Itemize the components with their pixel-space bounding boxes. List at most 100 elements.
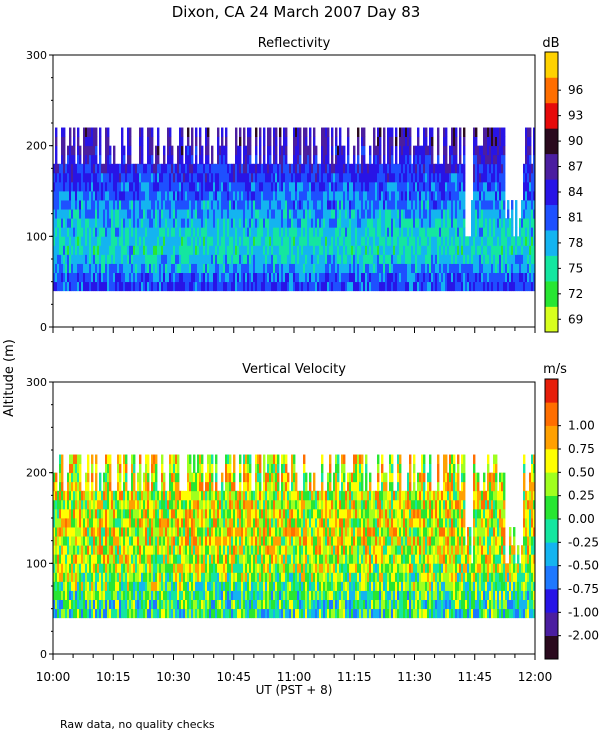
- heatmap-cell: [503, 263, 506, 273]
- heatmap-cell: [217, 145, 220, 156]
- heatmap-cell: [261, 272, 264, 283]
- heatmap-cell: [195, 227, 198, 237]
- heatmap-cell: [161, 481, 164, 492]
- heatmap-cell: [395, 172, 398, 183]
- heatmap-cell: [401, 245, 404, 255]
- heatmap-cell: [347, 200, 350, 210]
- heatmap-cell: [95, 245, 98, 255]
- heatmap-cell: [155, 218, 158, 228]
- heatmap-cell: [361, 209, 364, 219]
- heatmap-cell: [185, 191, 188, 201]
- heatmap-cell: [221, 236, 224, 246]
- velocity-title: Vertical Velocity: [242, 362, 346, 377]
- heatmap-cell: [373, 200, 376, 210]
- heatmap-cell: [121, 581, 124, 591]
- heatmap-cell: [369, 200, 372, 210]
- heatmap-cell: [143, 508, 146, 519]
- heatmap-cell: [523, 163, 526, 174]
- heatmap-cell: [65, 209, 68, 219]
- heatmap-cell: [505, 263, 508, 273]
- heatmap-cell: [147, 554, 150, 564]
- heatmap-cell: [515, 236, 518, 246]
- heatmap-cell: [71, 281, 74, 292]
- heatmap-cell: [285, 245, 288, 255]
- heatmap-cell: [89, 254, 92, 264]
- heatmap-cell: [435, 272, 438, 283]
- heatmap-cell: [105, 136, 108, 147]
- heatmap-cell: [137, 227, 140, 237]
- heatmap-cell: [125, 608, 128, 619]
- heatmap-cell: [293, 145, 296, 156]
- heatmap-cell: [267, 127, 270, 137]
- heatmap-cell: [489, 209, 492, 219]
- heatmap-cell: [333, 236, 336, 246]
- heatmap-cell: [93, 563, 96, 573]
- heatmap-cell: [311, 245, 314, 255]
- heatmap-cell: [195, 263, 198, 273]
- heatmap-cell: [387, 245, 390, 255]
- heatmap-cell: [213, 200, 216, 210]
- heatmap-cell: [503, 254, 506, 264]
- heatmap-cell: [309, 200, 312, 210]
- heatmap-cell: [201, 209, 204, 219]
- heatmap-cell: [181, 218, 184, 228]
- heatmap-cell: [145, 563, 148, 573]
- heatmap-cell: [85, 236, 88, 246]
- heatmap-cell: [135, 499, 138, 510]
- heatmap-cell: [311, 236, 314, 246]
- heatmap-cell: [215, 227, 218, 237]
- heatmap-cell: [285, 272, 288, 283]
- heatmap-cell: [223, 172, 226, 183]
- heatmap-cell: [159, 200, 162, 210]
- heatmap-cell: [201, 281, 204, 292]
- heatmap-cell: [177, 263, 180, 273]
- heatmap-cell: [55, 545, 58, 555]
- heatmap-cell: [113, 209, 116, 219]
- heatmap-cell: [293, 218, 296, 228]
- heatmap-cell: [369, 245, 372, 255]
- heatmap-cell: [205, 272, 208, 283]
- heatmap-cell: [261, 263, 264, 273]
- heatmap-cell: [119, 209, 122, 219]
- heatmap-cell: [483, 163, 486, 174]
- heatmap-cell: [365, 263, 368, 273]
- heatmap-cell: [97, 263, 100, 273]
- heatmap-cell: [159, 191, 162, 201]
- heatmap-cell: [417, 209, 420, 219]
- heatmap-cell: [95, 272, 98, 283]
- heatmap-cell: [87, 572, 90, 582]
- heatmap-cell: [427, 163, 430, 174]
- heatmap-cell: [347, 145, 350, 156]
- heatmap-cell: [253, 236, 256, 246]
- heatmap-cell: [187, 281, 190, 292]
- heatmap-cell: [63, 554, 66, 564]
- heatmap-cell: [141, 218, 144, 228]
- heatmap-cell: [75, 218, 78, 228]
- heatmap-cell: [151, 272, 154, 283]
- heatmap-cell: [59, 191, 62, 201]
- heatmap-cell: [107, 454, 110, 464]
- heatmap-cell: [263, 136, 266, 147]
- heatmap-cell: [487, 236, 490, 246]
- heatmap-cell: [225, 127, 228, 137]
- heatmap-cell: [227, 227, 230, 237]
- heatmap-cell: [297, 209, 300, 219]
- heatmap-cell: [473, 209, 476, 219]
- heatmap-cell: [155, 200, 158, 210]
- heatmap-cell: [249, 245, 252, 255]
- heatmap-cell: [173, 281, 176, 292]
- heatmap-cell: [449, 191, 452, 201]
- heatmap-cell: [361, 227, 364, 237]
- heatmap-cell: [217, 218, 220, 228]
- heatmap-cell: [155, 581, 158, 591]
- heatmap-cell: [447, 245, 450, 255]
- heatmap-cell: [249, 191, 252, 201]
- heatmap-cell: [371, 245, 374, 255]
- heatmap-cell: [91, 563, 94, 573]
- heatmap-cell: [119, 608, 122, 619]
- heatmap-cell: [457, 200, 460, 210]
- heatmap-cell: [529, 172, 532, 183]
- heatmap-cell: [477, 209, 480, 219]
- heatmap-cell: [133, 463, 136, 474]
- heatmap-cell: [407, 181, 410, 192]
